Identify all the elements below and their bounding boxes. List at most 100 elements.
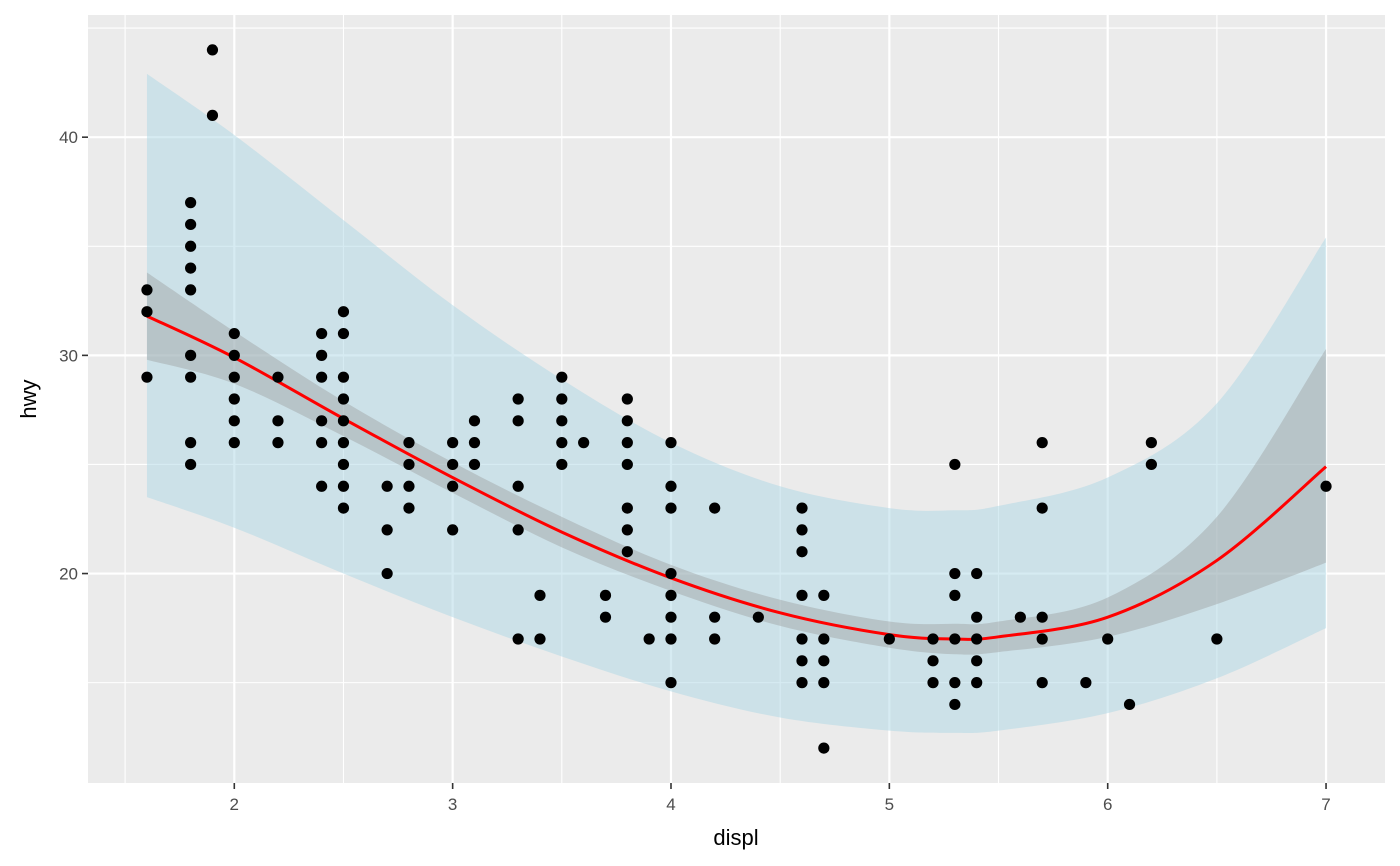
data-point [1145, 458, 1157, 471]
data-point [337, 371, 350, 383]
data-point [468, 415, 481, 427]
data-point [818, 589, 830, 601]
data-point [185, 349, 197, 361]
data-point [949, 633, 961, 645]
x-axis-ticks: 2 3 4 5 6 7 [230, 783, 1331, 814]
data-point [512, 480, 524, 492]
data-point [818, 742, 830, 754]
x-tick-label: 7 [1321, 795, 1330, 814]
data-point [796, 546, 808, 558]
data-point [818, 655, 830, 667]
prediction-band [146, 73, 1327, 733]
data-point [927, 677, 939, 689]
data-point [971, 611, 983, 623]
data-point [949, 589, 961, 601]
data-point [883, 633, 895, 645]
data-point [512, 633, 524, 645]
data-point [709, 502, 721, 514]
data-point [1080, 677, 1092, 689]
x-tick-label: 3 [448, 795, 457, 814]
data-point [381, 480, 393, 492]
data-point [599, 589, 612, 601]
data-point [971, 633, 983, 645]
data-point [534, 633, 546, 645]
data-point [316, 437, 328, 449]
data-point [1320, 480, 1332, 492]
data-point [447, 480, 459, 492]
data-point [381, 524, 393, 536]
data-point [337, 480, 350, 492]
data-point [621, 393, 633, 405]
data-point [621, 524, 633, 536]
data-point [621, 458, 633, 471]
data-point [971, 655, 983, 667]
data-point [468, 437, 481, 449]
data-point [665, 633, 677, 645]
x-axis-title: displ [713, 825, 758, 850]
data-point [228, 393, 240, 405]
data-point [185, 284, 197, 296]
data-point [927, 655, 939, 667]
data-point [337, 393, 350, 405]
data-point [447, 524, 459, 536]
data-point [185, 262, 197, 274]
data-point [665, 677, 677, 689]
data-point [621, 415, 633, 427]
data-point [949, 677, 961, 689]
data-point [1036, 677, 1048, 689]
data-point [796, 677, 808, 689]
data-point [272, 415, 284, 427]
data-point [228, 415, 240, 427]
data-point [556, 393, 568, 405]
data-point [228, 349, 240, 361]
x-tick-label: 6 [1103, 795, 1112, 814]
data-point [185, 218, 197, 231]
data-point [1102, 633, 1114, 645]
data-point [578, 437, 590, 449]
data-point [796, 589, 808, 601]
data-point [228, 327, 240, 340]
data-point [185, 240, 197, 252]
data-point [381, 567, 393, 580]
y-tick-label: 40 [59, 128, 78, 147]
data-point [709, 633, 721, 645]
x-tick-label: 2 [230, 795, 239, 814]
data-point [468, 458, 481, 471]
data-point [337, 415, 350, 427]
data-point [403, 437, 415, 449]
data-point [665, 502, 677, 514]
data-point [185, 458, 197, 471]
data-point [1036, 633, 1048, 645]
y-tick-label: 30 [59, 346, 78, 365]
data-point [599, 611, 612, 623]
data-point [665, 589, 677, 601]
data-point [709, 611, 721, 623]
data-point [556, 371, 568, 383]
data-point [512, 393, 524, 405]
data-point [621, 437, 633, 449]
data-point [316, 349, 328, 361]
data-point [316, 371, 328, 383]
data-point [141, 306, 153, 318]
data-point [447, 458, 459, 471]
data-point [228, 437, 240, 449]
data-point [621, 546, 633, 558]
data-point [534, 589, 546, 601]
data-point [971, 567, 983, 580]
data-point [403, 458, 415, 471]
data-point [949, 458, 961, 471]
data-point [1211, 633, 1223, 645]
data-point [185, 437, 197, 449]
data-point [796, 524, 808, 536]
data-point [752, 611, 764, 623]
data-point [949, 698, 961, 711]
data-point [337, 327, 350, 340]
data-point [556, 437, 568, 449]
y-axis-ticks: 20 30 40 [59, 128, 88, 584]
data-point [949, 567, 961, 580]
data-point [316, 327, 328, 340]
data-point [185, 371, 197, 383]
data-point [971, 677, 983, 689]
data-point [796, 655, 808, 667]
